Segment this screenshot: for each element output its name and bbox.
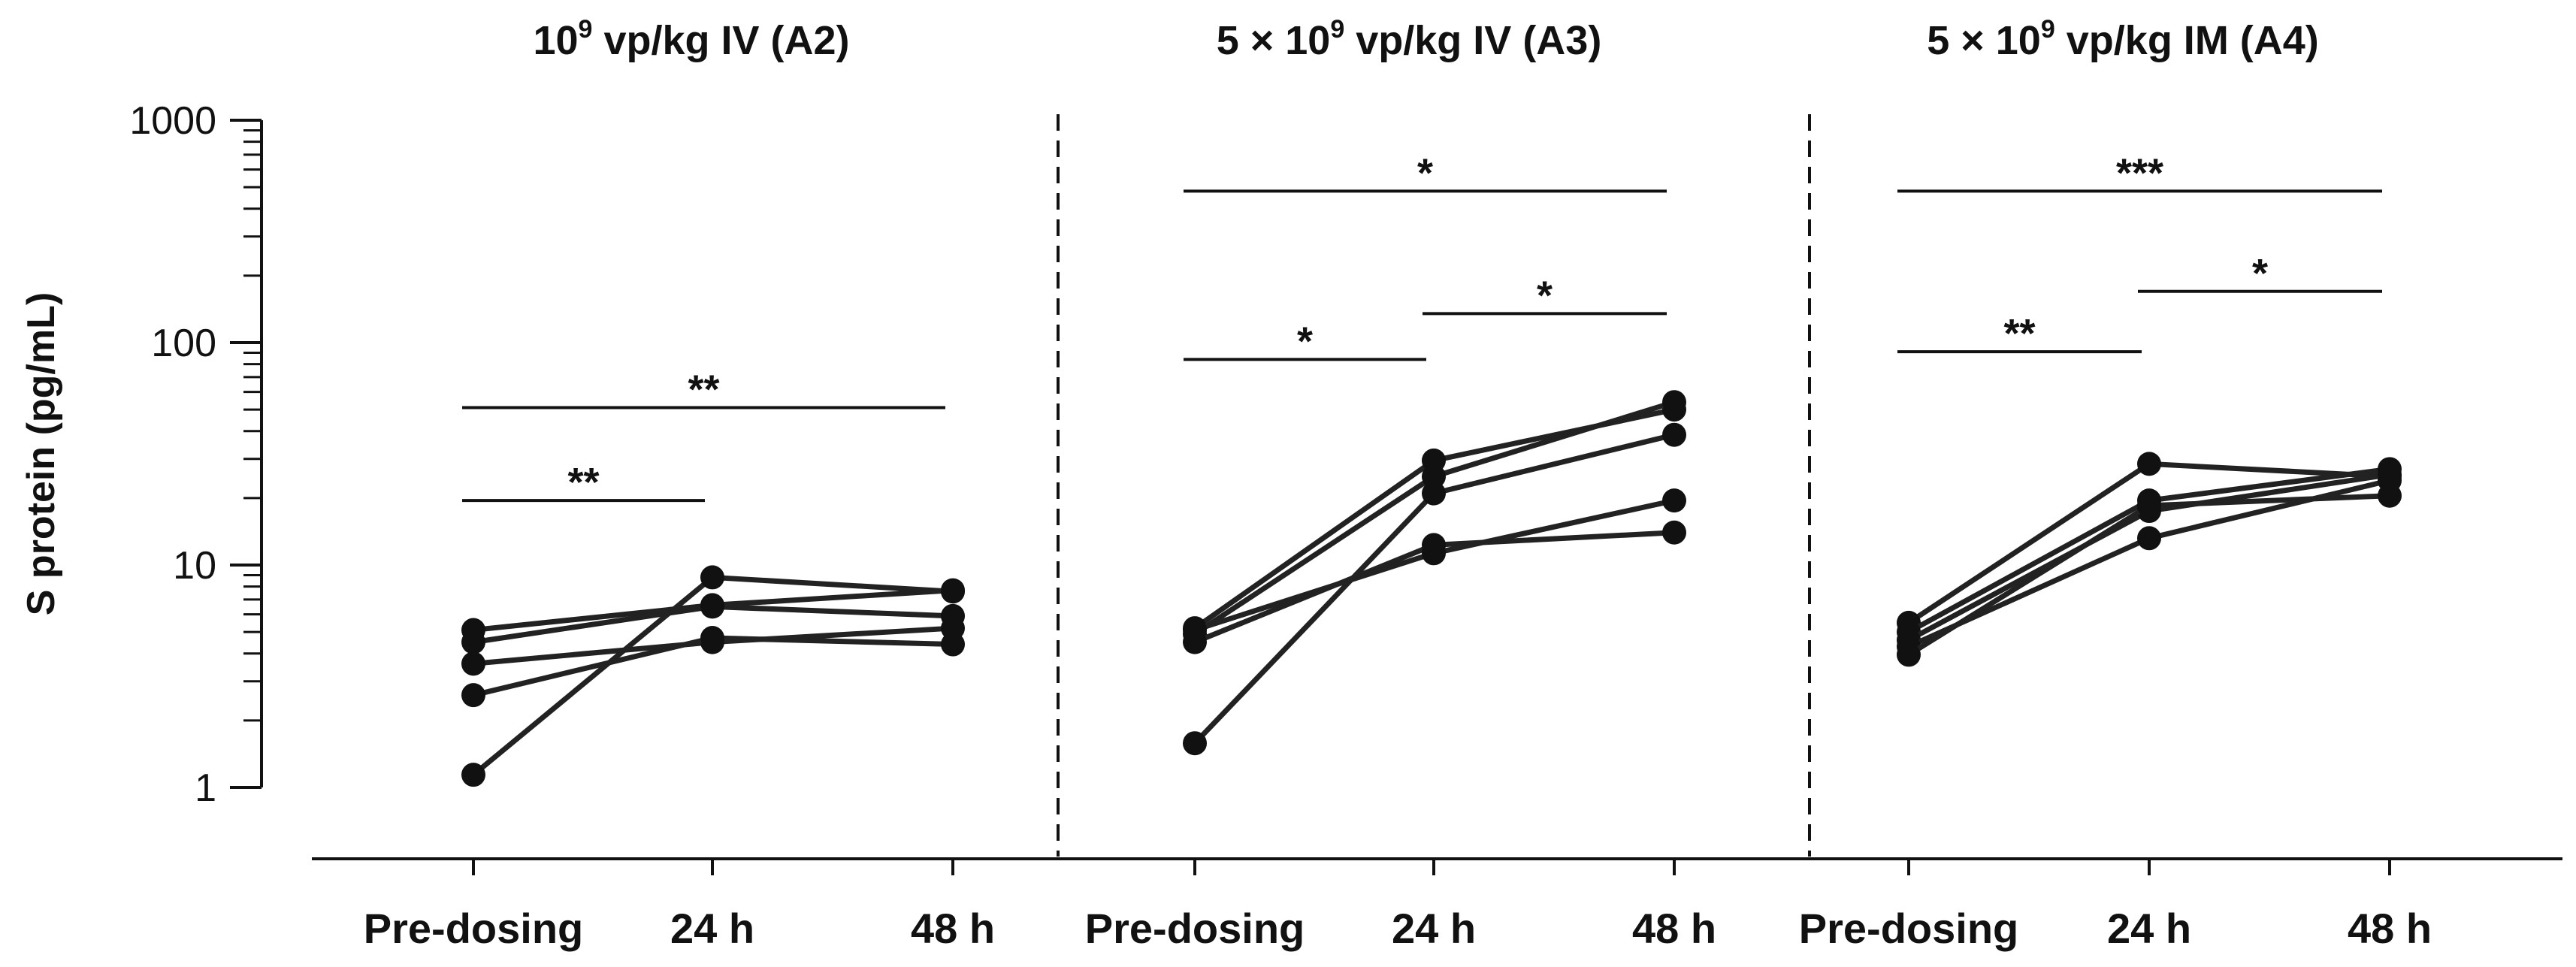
significance-label: ** xyxy=(567,460,599,505)
data-point xyxy=(1897,642,1921,667)
data-point xyxy=(1662,390,1686,415)
data-point xyxy=(2137,452,2161,476)
axes-layer xyxy=(230,114,2562,875)
data-point xyxy=(1183,618,1207,642)
panel-title: 5 × 109 vp/kg IM (A4) xyxy=(1927,15,2319,63)
y-tick-label: 1000 xyxy=(129,99,216,143)
significance-label: *** xyxy=(2116,150,2163,195)
data-point xyxy=(461,630,485,654)
x-tick-label: 48 h xyxy=(2348,905,2432,952)
significance-layer xyxy=(462,189,2382,503)
significance-label: ** xyxy=(688,367,719,412)
significance-label: * xyxy=(1537,273,1553,318)
data-point xyxy=(461,651,485,676)
panel-title-text: 5 × 10 xyxy=(1927,18,2041,63)
panel-title: 109 vp/kg IV (A2) xyxy=(533,15,849,63)
data-point xyxy=(1422,481,1446,506)
data-point xyxy=(1422,541,1446,566)
data-point xyxy=(461,683,485,708)
x-tick-label: 24 h xyxy=(1392,905,1476,952)
panel-title-text: vp/kg IV (A3) xyxy=(1344,18,1601,63)
x-tick-label: 24 h xyxy=(670,905,754,952)
panel-title-text: 10 xyxy=(533,18,578,63)
text-layer: 1 10 100 1000 S protein (pg/mL) Pre-dosing 24 … xyxy=(20,15,2432,952)
panel-title-text: 5 × 10 xyxy=(1217,18,1331,63)
y-tick-label: 100 xyxy=(151,322,216,365)
data-point xyxy=(941,579,965,604)
data-point xyxy=(461,763,485,787)
data-point xyxy=(1662,488,1686,513)
x-tick-label: Pre-dosing xyxy=(1799,905,2018,952)
x-tick-label: Pre-dosing xyxy=(1085,905,1305,952)
panel-title-superscript: 9 xyxy=(579,15,593,44)
data-point xyxy=(1183,731,1207,756)
significance-label: * xyxy=(1297,319,1313,364)
data-point xyxy=(1662,520,1686,545)
data-point xyxy=(700,565,724,590)
data-point xyxy=(941,632,965,657)
panel-title-text: vp/kg IV (A2) xyxy=(592,18,849,63)
panel-title-superscript: 9 xyxy=(1330,15,1344,44)
data-point xyxy=(2137,526,2161,551)
panel-title: 5 × 109 vp/kg IV (A3) xyxy=(1217,15,1602,63)
significance-label: * xyxy=(1417,150,1433,195)
x-tick-label: 48 h xyxy=(911,905,995,952)
significance-label: ** xyxy=(2003,311,2035,356)
x-tick-label: Pre-dosing xyxy=(364,905,583,952)
x-tick-label: 48 h xyxy=(1632,905,1716,952)
data-point xyxy=(700,594,724,619)
data-point xyxy=(2378,483,2402,508)
series-layer xyxy=(461,390,2402,787)
y-tick-label: 10 xyxy=(173,544,216,588)
panel-title-text: vp/kg IM (A4) xyxy=(2055,18,2319,63)
y-tick-label: 1 xyxy=(195,766,216,810)
y-axis-title: S protein (pg/mL) xyxy=(20,292,63,615)
panel-title-superscript: 9 xyxy=(2041,15,2055,44)
x-tick-label: 24 h xyxy=(2107,905,2191,952)
data-point xyxy=(2137,493,2161,518)
data-point xyxy=(1662,422,1686,447)
data-point xyxy=(700,626,724,651)
significance-label: * xyxy=(2252,251,2268,296)
data-point xyxy=(1422,464,1446,489)
